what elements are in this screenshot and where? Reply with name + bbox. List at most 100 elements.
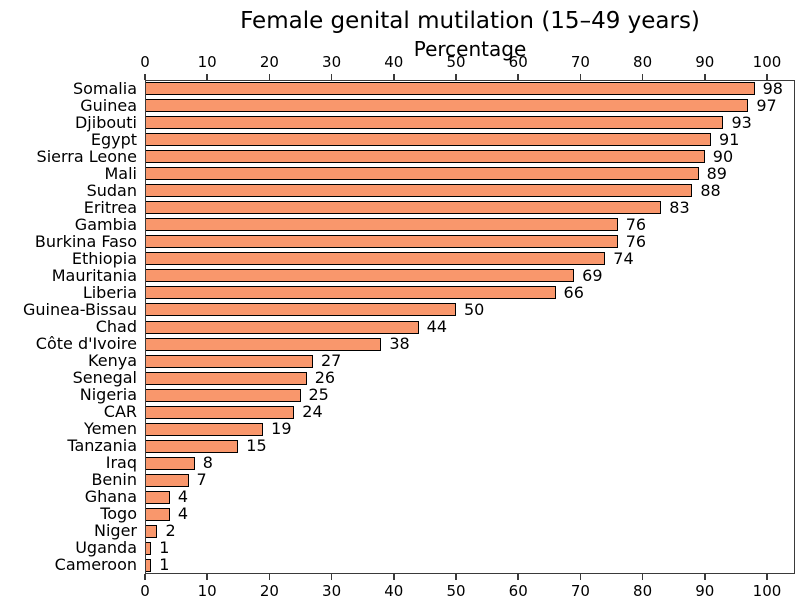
x-tick-mark-bottom <box>641 574 644 580</box>
bar <box>145 371 307 385</box>
category-label: Niger <box>94 521 137 541</box>
value-label: 4 <box>177 487 189 507</box>
x-tick-label-bottom: 90 <box>695 582 715 600</box>
category-label: CAR <box>103 402 137 422</box>
x-tick-mark-top <box>144 74 146 80</box>
x-tick-label-bottom: 0 <box>140 582 150 600</box>
x-tick-label-bottom: 80 <box>633 582 653 600</box>
value-label: 93 <box>731 112 752 132</box>
x-tick-mark-bottom <box>766 574 768 580</box>
category-label: Eritrea <box>83 197 137 217</box>
category-label: Chad <box>95 317 137 336</box>
category-label: Yemen <box>83 419 137 439</box>
bar <box>145 303 456 317</box>
x-tick-label-top: 50 <box>446 53 466 71</box>
bar <box>145 167 699 181</box>
value-label: 98 <box>762 78 783 98</box>
value-label: 66 <box>563 282 584 302</box>
value-label: 38 <box>389 334 410 354</box>
category-label: Benin <box>91 470 137 490</box>
bar <box>145 422 264 436</box>
bar <box>145 218 618 232</box>
value-label: 26 <box>314 368 336 388</box>
x-tick-mark-top <box>579 74 582 80</box>
bar <box>145 354 313 368</box>
x-tick-label-bottom: 30 <box>322 582 342 600</box>
x-tick-mark-bottom <box>206 574 208 580</box>
x-tick-mark-top <box>455 74 457 80</box>
bar <box>145 269 575 283</box>
x-tick-mark-top <box>641 74 644 80</box>
bar <box>145 337 382 351</box>
x-tick-label-top: 20 <box>259 53 279 71</box>
value-label: 1 <box>159 538 170 558</box>
category-label: Nigeria <box>79 385 137 405</box>
value-label: 74 <box>613 248 634 268</box>
category-label: Burkina Faso <box>34 231 137 251</box>
value-label: 27 <box>320 351 342 371</box>
x-axis-label: Percentage <box>413 37 527 61</box>
x-tick-label-top: 70 <box>570 53 590 71</box>
bar <box>145 507 170 521</box>
category-label: Côte d'Ivoire <box>35 334 137 354</box>
value-label: 7 <box>196 470 207 490</box>
bar <box>145 456 195 470</box>
x-tick-label-bottom: 20 <box>259 582 279 600</box>
category-label: Ghana <box>84 487 137 507</box>
bar <box>145 541 152 555</box>
value-label: 69 <box>582 265 603 285</box>
bar <box>145 82 755 96</box>
bar <box>145 286 556 300</box>
x-tick-label-top: 30 <box>322 53 342 71</box>
value-label: 88 <box>700 180 721 200</box>
x-tick-label-bottom: 70 <box>570 582 590 600</box>
x-tick-label-bottom: 10 <box>197 582 217 600</box>
value-label: 4 <box>177 504 189 524</box>
bar <box>145 439 239 453</box>
bar <box>145 99 749 113</box>
category-label: Tanzania <box>67 436 137 456</box>
bar <box>145 252 606 266</box>
x-tick-label-top: 60 <box>508 53 528 71</box>
bar <box>145 320 419 334</box>
bar <box>145 388 301 402</box>
x-tick-mark-top <box>704 74 706 80</box>
value-label: 19 <box>271 419 292 439</box>
value-label: 91 <box>719 129 740 149</box>
category-label: Mauritania <box>51 265 137 285</box>
x-tick-label-bottom: 50 <box>446 582 466 600</box>
category-label: Senegal <box>72 368 137 388</box>
bar <box>145 133 712 147</box>
x-tick-mark-bottom <box>455 574 457 580</box>
x-tick-mark-top <box>330 74 333 80</box>
x-tick-label-top: 0 <box>140 53 150 71</box>
value-label: 97 <box>756 95 777 115</box>
category-label: Sudan <box>86 180 137 200</box>
value-label: 1 <box>159 555 170 575</box>
bar <box>145 405 295 419</box>
x-tick-label-top: 80 <box>633 53 653 71</box>
x-tick-mark-bottom <box>517 574 519 580</box>
bar <box>145 473 189 487</box>
category-label: Ethiopia <box>71 248 137 268</box>
category-label: Kenya <box>88 351 137 371</box>
x-tick-mark-bottom <box>579 574 582 580</box>
value-label: 2 <box>165 521 176 541</box>
category-label: Mali <box>104 163 138 183</box>
bar <box>145 201 662 215</box>
x-tick-label-top: 100 <box>752 53 782 71</box>
x-tick-mark-bottom <box>393 574 395 580</box>
x-tick-mark-top <box>268 74 271 80</box>
x-tick-mark-bottom <box>144 574 146 580</box>
x-tick-mark-top <box>206 74 208 80</box>
value-label: 15 <box>246 436 267 456</box>
category-label: Djibouti <box>74 112 137 132</box>
bar <box>145 558 152 572</box>
bar <box>145 235 618 249</box>
bar <box>145 184 693 198</box>
x-tick-label-top: 10 <box>197 53 217 71</box>
category-label: Guinea-Bissau <box>22 299 137 319</box>
bar <box>145 150 705 164</box>
chart-title: Female genital mutilation (15–49 years) <box>240 8 700 34</box>
